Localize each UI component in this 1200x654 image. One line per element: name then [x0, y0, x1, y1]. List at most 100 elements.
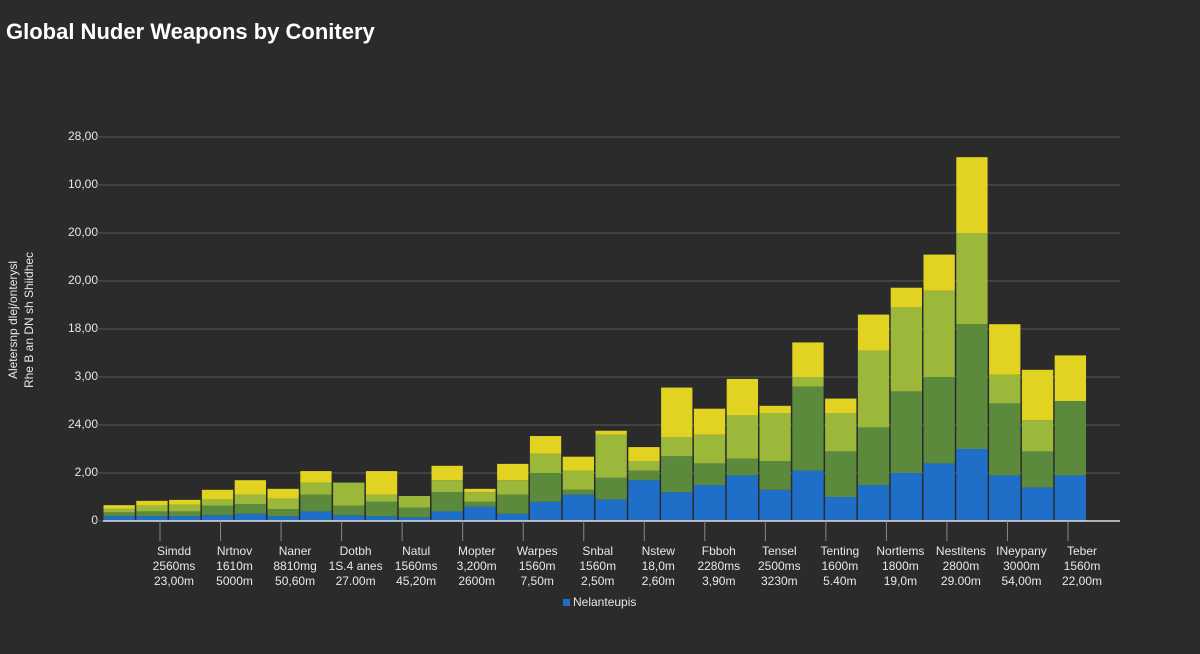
bar-segment [661, 387, 693, 437]
bar-segment [595, 434, 627, 478]
bar-segment [169, 499, 201, 505]
y-tick-label: 28,00 [68, 129, 98, 143]
bar-segment [365, 494, 398, 502]
bar-segment [726, 475, 758, 521]
x-tick-label: 8810mg [273, 559, 316, 573]
bar-segment [136, 500, 168, 506]
x-tick-label: Fbboh [702, 544, 736, 558]
bar-segment [300, 494, 332, 512]
bar-segment [595, 477, 627, 500]
x-tick-label: Tenting [821, 544, 860, 558]
bar-segment [792, 386, 824, 471]
bar-segment [103, 512, 135, 517]
bar-segment [890, 287, 922, 308]
bar-segment [726, 415, 758, 459]
bar-segment [201, 499, 234, 506]
bar-segment [726, 378, 758, 416]
bar-segment [497, 513, 529, 521]
bar-segment [234, 480, 266, 495]
bar-segment [365, 501, 398, 517]
bar-segment [398, 496, 430, 508]
x-tick-label: 1S.4 anes [329, 559, 383, 573]
x-tick-label: 2,60m [642, 574, 675, 588]
y-tick-label: 0 [91, 513, 98, 527]
y-tick-label: 3,00 [75, 369, 99, 383]
bar-segment [529, 473, 562, 502]
bar-segment [103, 505, 135, 509]
bar-segment [628, 461, 660, 471]
bar-segment [661, 437, 693, 457]
y-tick-label: 20,00 [68, 225, 98, 239]
x-tick-label: Naner [279, 544, 312, 558]
bar-segment [825, 398, 857, 413]
bar-segment [300, 482, 332, 495]
x-tick-label: 5.40m [823, 574, 856, 588]
bar-segment [857, 427, 890, 485]
bar-segment [759, 461, 791, 490]
x-tick-label: 27.00m [336, 574, 376, 588]
bar-segment [234, 504, 266, 514]
bar-segment [956, 449, 988, 521]
bar-segment [398, 507, 430, 518]
bar-segment [923, 377, 955, 464]
x-tick-label: 1560ms [395, 559, 438, 573]
x-tick-label: Snbal [582, 544, 613, 558]
x-tick-label: 45,20m [396, 574, 436, 588]
bar-segment [201, 515, 234, 521]
bar-segment [267, 509, 299, 517]
bar-segment [857, 350, 890, 428]
y-tick-label: 18,00 [68, 321, 98, 335]
x-tick-label: 5000m [216, 574, 253, 588]
bar-segment [825, 497, 857, 521]
bar-segment [890, 307, 922, 392]
bar-segment [759, 405, 791, 413]
bar-segment [103, 516, 135, 521]
x-tick-label: Nrtnov [217, 544, 252, 558]
x-tick-label: 3000m [1003, 559, 1040, 573]
x-tick-label: 2280ms [697, 559, 740, 573]
bar-segment [136, 516, 168, 521]
bar-segment [431, 465, 463, 481]
bar-segment [464, 492, 496, 502]
bar-segment [726, 458, 758, 476]
bar-segment [661, 492, 693, 521]
x-tick-label: Warpes [517, 544, 558, 558]
bar-segment [267, 488, 299, 499]
y-tick-label: 24,00 [68, 417, 98, 431]
bar-segment [464, 506, 496, 521]
legend-label: Nelanteupis [573, 595, 636, 609]
bar-segment [857, 485, 890, 521]
x-tick-label: Simdd [157, 544, 191, 558]
x-tick-label: Nestitens [936, 544, 986, 558]
bar-segment [1054, 475, 1086, 521]
bar-segment [956, 233, 988, 325]
bar-segment [857, 314, 890, 351]
bar-segment [136, 511, 168, 517]
bar-segment [136, 505, 168, 512]
y-tick-label: 2,00 [75, 465, 99, 479]
x-tick-label: 2,50m [581, 574, 614, 588]
bar-segment [759, 489, 791, 521]
bar-segment [989, 374, 1021, 404]
bar-segment [300, 471, 332, 483]
bar-segment [693, 485, 726, 521]
x-tick-label: 50,60m [275, 574, 315, 588]
bar-segment [267, 516, 299, 521]
bar-segment [956, 324, 988, 449]
bar-segment [464, 501, 496, 507]
bar-segment [464, 488, 496, 493]
bar-segment [201, 489, 234, 500]
x-tick-label: 22,00m [1062, 574, 1102, 588]
bar-segment [1021, 451, 1054, 488]
bar-segment [792, 377, 824, 387]
y-tick-label: 20,00 [68, 273, 98, 287]
chart-title: Global Nuder Weapons by Conitery [6, 19, 376, 44]
bar-segment [431, 480, 463, 493]
bar-segment [169, 516, 201, 521]
x-tick-label: 19,0m [884, 574, 917, 588]
x-tick-label: 2500ms [758, 559, 801, 573]
x-tick-label: 7,50m [521, 574, 554, 588]
bar-segment [333, 505, 365, 516]
x-tick-label: 3230m [761, 574, 798, 588]
bar-segment [497, 463, 529, 481]
